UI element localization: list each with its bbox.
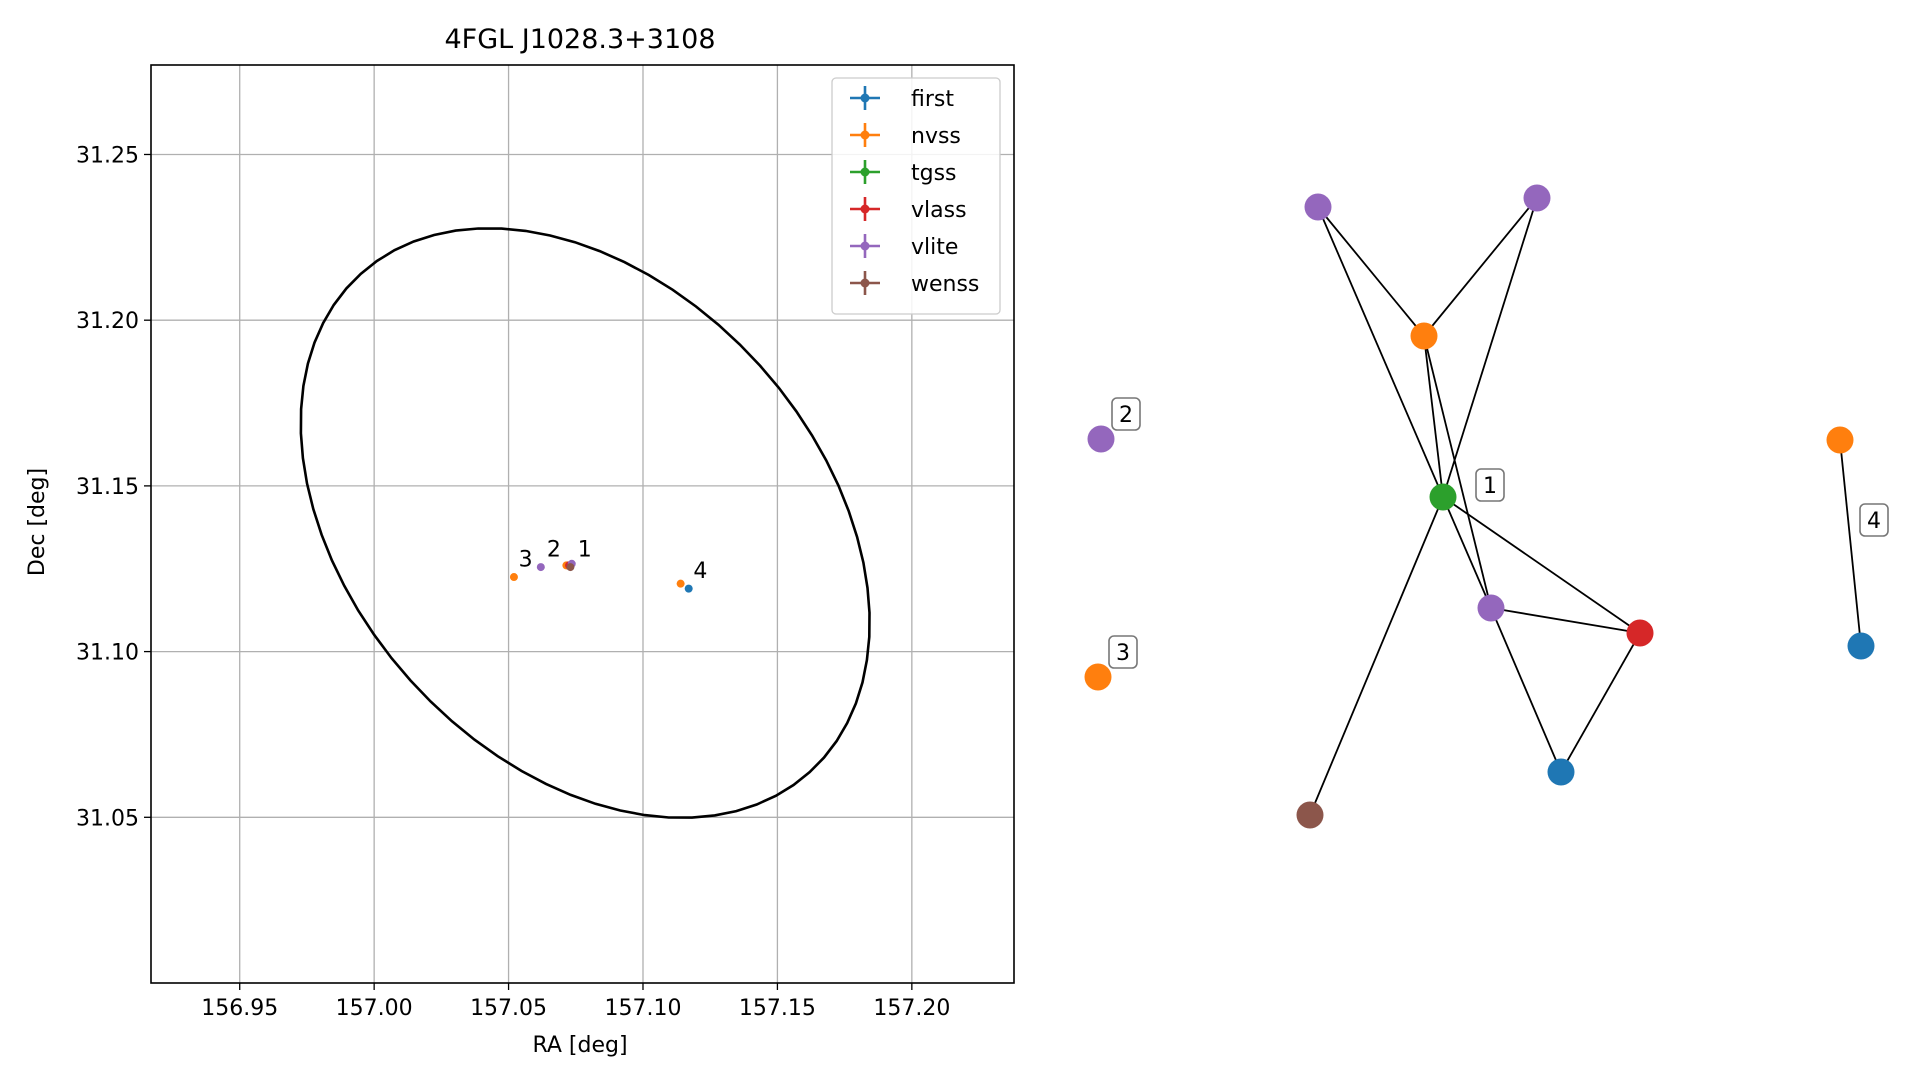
plot-frame [150, 64, 1015, 984]
x-tick-label: 157.15 [739, 996, 816, 1021]
svg-text:3: 3 [1116, 641, 1130, 666]
network-edge [1839, 439, 1862, 647]
node-first [1847, 632, 1875, 660]
x-tick-label: 156.95 [201, 996, 278, 1021]
point-vlite [536, 563, 545, 572]
network-edge [1442, 496, 1641, 634]
point-first [684, 584, 693, 593]
legend-entry: wenss [850, 271, 979, 297]
x-tick-label: 157.20 [873, 996, 950, 1021]
point-wenss [566, 563, 575, 572]
crossmatch-network-panel: 1 2 3 4 [1084, 184, 1889, 829]
point-annotations: 123 4 [519, 537, 708, 584]
network-edges [1309, 197, 1862, 816]
x-axis-label: RA [deg] [532, 1033, 627, 1058]
node-vlite [1477, 594, 1505, 622]
node-vlite [1304, 193, 1332, 221]
group-label: 4 [1859, 503, 1889, 537]
x-tick-label: 157.00 [336, 996, 413, 1021]
legend-entry: vlass [850, 197, 967, 223]
legend: first nvss tgss vlass vlite wenss [831, 77, 1001, 315]
error-ellipse [299, 227, 871, 819]
node-tgss [1429, 483, 1457, 511]
node-vlass [1626, 619, 1654, 647]
chart-title: 4FGL J1028.3+3108 [444, 24, 715, 55]
legend-label: tgss [911, 161, 957, 186]
legend-label: first [911, 87, 954, 112]
annotation-label: 2 [547, 537, 561, 562]
network-edge [1490, 607, 1641, 634]
group-label: 2 [1111, 397, 1141, 431]
x-tick-label: 157.10 [604, 996, 681, 1021]
svg-text:2: 2 [1119, 403, 1133, 428]
point-nvss [509, 573, 518, 582]
y-tick-label: 31.10 [76, 641, 139, 666]
legend-label: vlass [911, 198, 967, 223]
annotation-label: 1 [578, 537, 592, 562]
y-tick-label: 31.25 [76, 143, 139, 168]
legend-box [831, 77, 1001, 315]
x-tick-label: 157.05 [470, 996, 547, 1021]
node-wenss [1296, 801, 1324, 829]
network-edge [1423, 335, 1492, 609]
node-vlite [1087, 425, 1115, 453]
group-labels: 1 2 3 4 [1108, 397, 1889, 669]
network-edge [1442, 197, 1538, 498]
group-label: 3 [1108, 635, 1138, 669]
legend-label: wenss [911, 272, 979, 297]
node-nvss [1826, 426, 1854, 454]
node-first [1547, 758, 1575, 786]
legend-entry: nvss [850, 123, 961, 149]
y-axis-label: Dec [deg] [25, 468, 50, 576]
node-nvss [1084, 663, 1112, 691]
node-vlite [1523, 184, 1551, 212]
network-edge [1560, 632, 1641, 773]
y-tick-label: 31.05 [76, 806, 139, 831]
annotation-label: 4 [693, 559, 707, 584]
network-edge [1317, 206, 1425, 337]
network-edge [1317, 206, 1444, 498]
y-tick-label: 31.20 [76, 309, 139, 334]
legend-entry: tgss [850, 160, 957, 186]
svg-text:4: 4 [1867, 509, 1881, 534]
svg-text:1: 1 [1483, 474, 1497, 499]
network-nodes [1084, 184, 1875, 829]
network-edge [1423, 335, 1444, 498]
legend-entry: vlite [850, 234, 958, 260]
group-label: 1 [1475, 468, 1505, 502]
y-axis-ticks: 31.05 31.10 31.15 31.20 31.25 [76, 143, 151, 831]
point-nvss [676, 579, 685, 588]
annotation-label: 3 [519, 547, 533, 572]
legend-label: nvss [911, 124, 961, 149]
network-edge [1442, 496, 1492, 609]
x-axis-ticks: 156.95 157.00 157.05 157.10 157.15 157.20 [201, 983, 950, 1021]
y-tick-label: 31.15 [76, 475, 139, 500]
network-edge [1490, 607, 1562, 773]
data-points [509, 559, 693, 593]
node-nvss [1410, 322, 1438, 350]
network-edge [1423, 197, 1538, 337]
network-edge [1309, 496, 1444, 816]
sky-scatter-panel: 156.95 157.00 157.05 157.10 157.15 157.20 31.… [25, 24, 1015, 1058]
legend-label: vlite [911, 235, 958, 260]
legend-entry: first [850, 86, 954, 112]
